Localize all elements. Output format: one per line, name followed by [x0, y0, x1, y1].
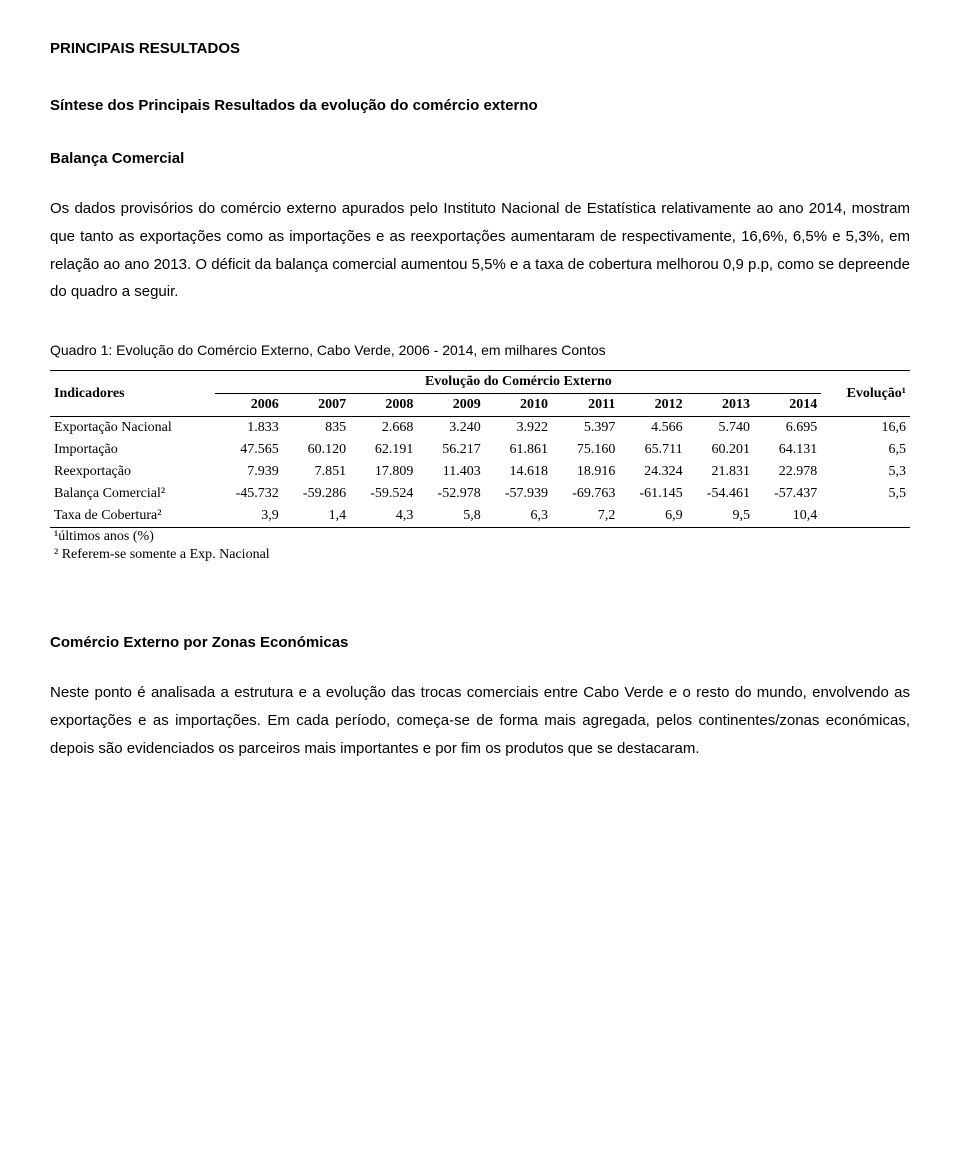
cell: -45.732	[215, 483, 282, 505]
cell: 7.851	[283, 461, 350, 483]
cell: 17.809	[350, 461, 417, 483]
cell: 60.120	[283, 439, 350, 461]
cell: 3,9	[215, 505, 282, 528]
page-title: PRINCIPAIS RESULTADOS	[50, 40, 910, 57]
year-2012: 2012	[619, 394, 686, 417]
cell: 3.240	[417, 417, 484, 440]
cell: 21.831	[687, 461, 754, 483]
cell: 1,4	[283, 505, 350, 528]
col-evolucao: Evolução¹	[821, 371, 910, 417]
cell: 18.916	[552, 461, 619, 483]
row-label: Reexportação	[50, 461, 215, 483]
row-label: Balança Comercial²	[50, 483, 215, 505]
table-footnote-1: ¹últimos anos (%)	[50, 528, 910, 546]
cell-evol	[821, 505, 910, 528]
year-2009: 2009	[417, 394, 484, 417]
col-group-evolucao: Evolução do Comércio Externo	[215, 371, 821, 394]
cell: 6,3	[485, 505, 552, 528]
year-2007: 2007	[283, 394, 350, 417]
cell: 56.217	[417, 439, 484, 461]
cell: 61.861	[485, 439, 552, 461]
cell-evol: 16,6	[821, 417, 910, 440]
year-2013: 2013	[687, 394, 754, 417]
cell: 835	[283, 417, 350, 440]
cell: 22.978	[754, 461, 821, 483]
table-footnote-2: ² Referem-se somente a Exp. Nacional	[50, 546, 910, 564]
cell: 75.160	[552, 439, 619, 461]
row-label: Exportação Nacional	[50, 417, 215, 440]
evolution-table: Indicadores Evolução do Comércio Externo…	[50, 370, 910, 528]
cell: -57.437	[754, 483, 821, 505]
table-row: Reexportação 7.939 7.851 17.809 11.403 1…	[50, 461, 910, 483]
cell: -69.763	[552, 483, 619, 505]
section-heading-balanca: Balança Comercial	[50, 150, 910, 167]
table-row: Importação 47.565 60.120 62.191 56.217 6…	[50, 439, 910, 461]
cell-evol: 5,5	[821, 483, 910, 505]
cell: 7.939	[215, 461, 282, 483]
cell: 60.201	[687, 439, 754, 461]
cell: 5,8	[417, 505, 484, 528]
cell: 4.566	[619, 417, 686, 440]
cell: 4,3	[350, 505, 417, 528]
cell: 5.397	[552, 417, 619, 440]
cell: 64.131	[754, 439, 821, 461]
cell: -57.939	[485, 483, 552, 505]
cell: 24.324	[619, 461, 686, 483]
cell: -59.286	[283, 483, 350, 505]
cell-evol: 5,3	[821, 461, 910, 483]
cell: 14.618	[485, 461, 552, 483]
cell: 6.695	[754, 417, 821, 440]
year-2008: 2008	[350, 394, 417, 417]
cell: 6,9	[619, 505, 686, 528]
cell: -61.145	[619, 483, 686, 505]
table-row: Taxa de Cobertura² 3,9 1,4 4,3 5,8 6,3 7…	[50, 505, 910, 528]
table-row: Exportação Nacional 1.833 835 2.668 3.24…	[50, 417, 910, 440]
cell: 9,5	[687, 505, 754, 528]
cell: 47.565	[215, 439, 282, 461]
cell: 2.668	[350, 417, 417, 440]
cell: -59.524	[350, 483, 417, 505]
cell: 11.403	[417, 461, 484, 483]
paragraph-1: Os dados provisórios do comércio externo…	[50, 195, 910, 306]
cell: 62.191	[350, 439, 417, 461]
page-subtitle: Síntese dos Principais Resultados da evo…	[50, 97, 910, 114]
cell: 7,2	[552, 505, 619, 528]
year-2011: 2011	[552, 394, 619, 417]
row-label: Taxa de Cobertura²	[50, 505, 215, 528]
year-2010: 2010	[485, 394, 552, 417]
table-caption: Quadro 1: Evolução do Comércio Externo, …	[50, 342, 910, 358]
cell: 1.833	[215, 417, 282, 440]
cell: 5.740	[687, 417, 754, 440]
cell: -54.461	[687, 483, 754, 505]
cell-evol: 6,5	[821, 439, 910, 461]
section-heading-zonas: Comércio Externo por Zonas Económicas	[50, 634, 910, 651]
cell: 3.922	[485, 417, 552, 440]
year-2006: 2006	[215, 394, 282, 417]
col-indicadores: Indicadores	[50, 371, 215, 417]
cell: 10,4	[754, 505, 821, 528]
row-label: Importação	[50, 439, 215, 461]
paragraph-2: Neste ponto é analisada a estrutura e a …	[50, 679, 910, 762]
cell: 65.711	[619, 439, 686, 461]
year-2014: 2014	[754, 394, 821, 417]
cell: -52.978	[417, 483, 484, 505]
table-row: Balança Comercial² -45.732 -59.286 -59.5…	[50, 483, 910, 505]
